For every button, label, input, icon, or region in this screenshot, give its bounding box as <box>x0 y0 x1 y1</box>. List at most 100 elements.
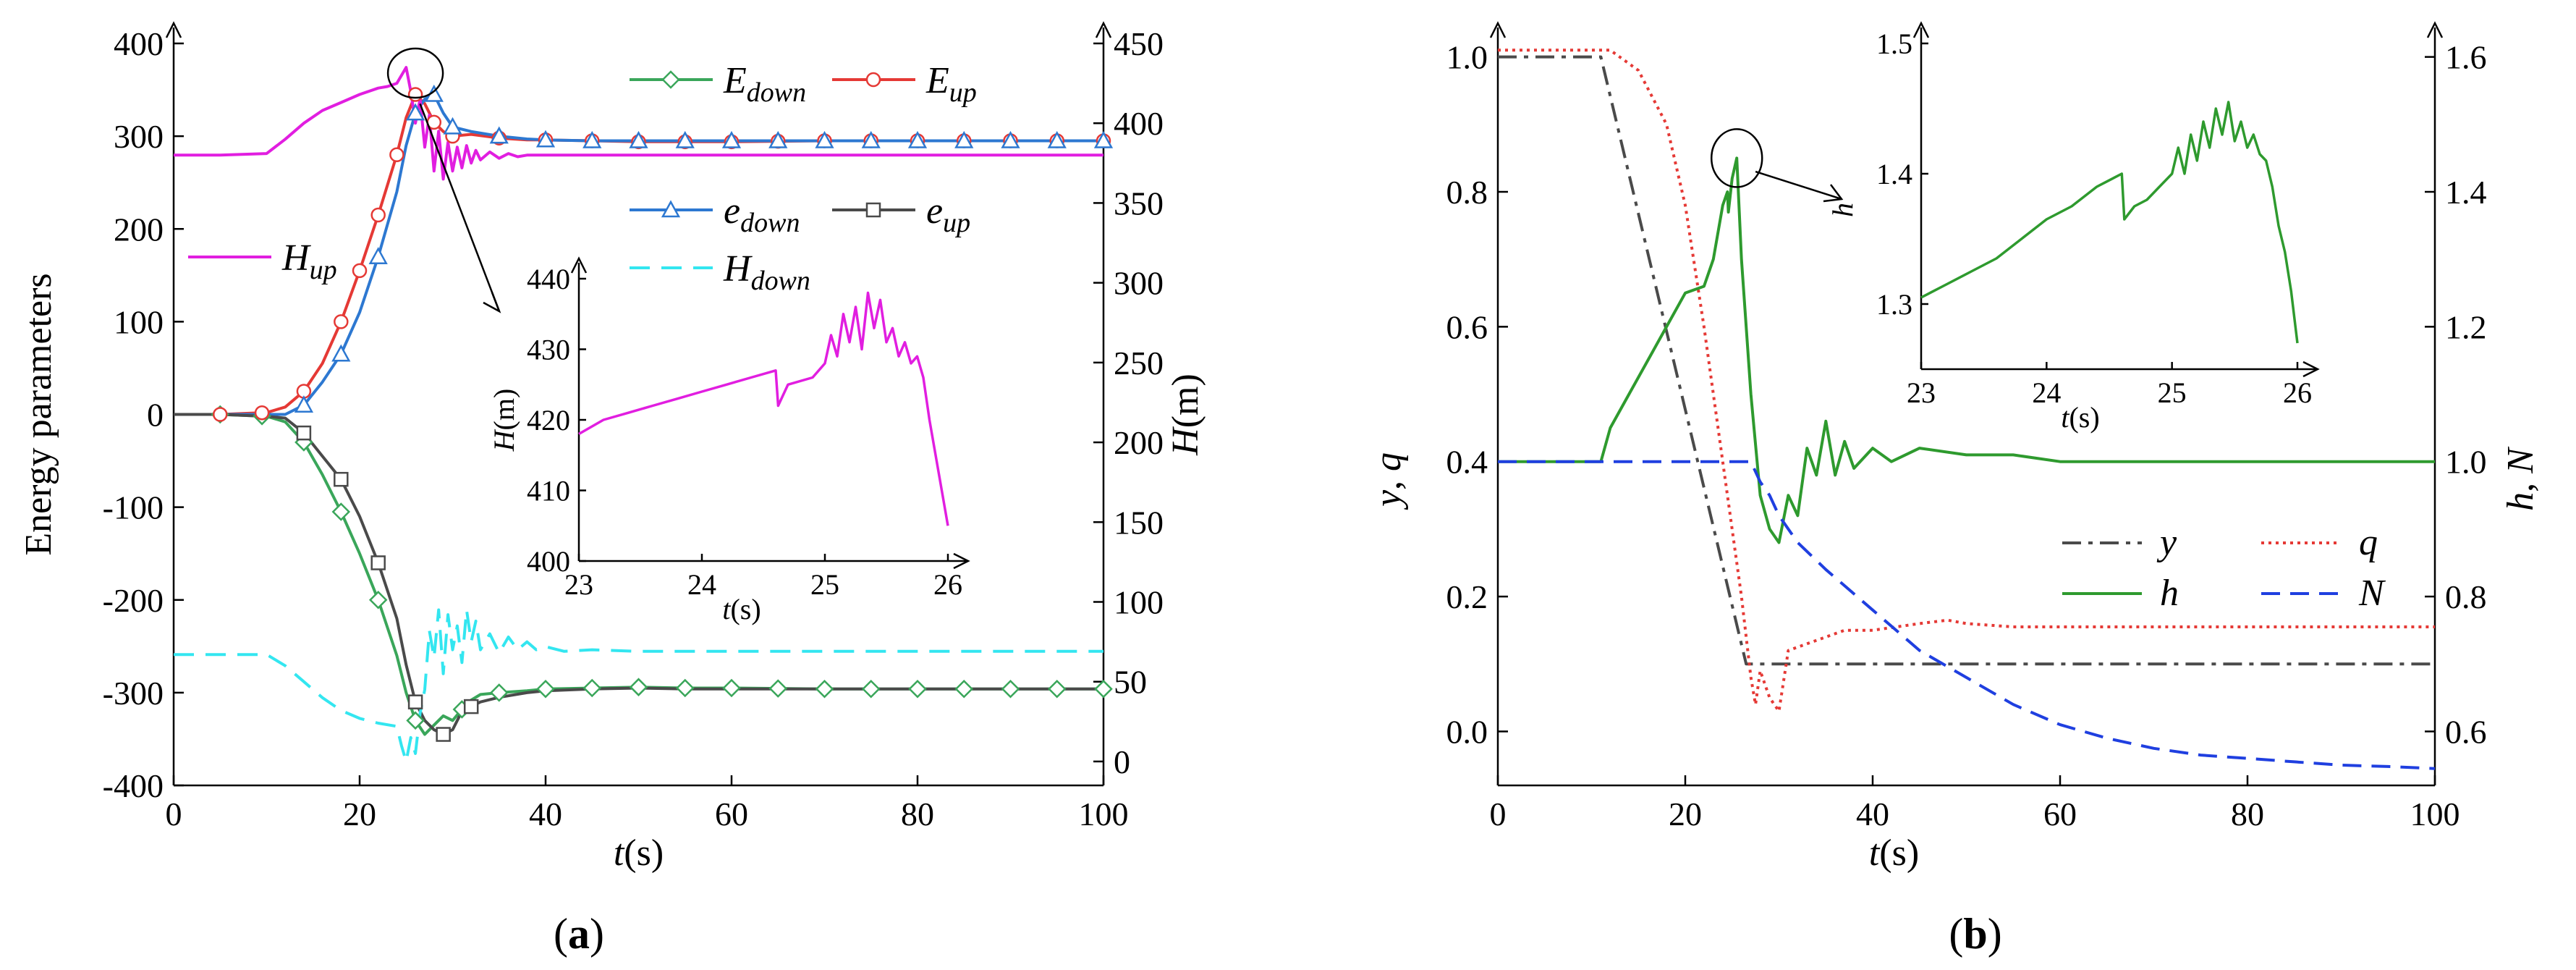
highlight-arrow <box>419 103 501 312</box>
y-tick-label: 0.8 <box>1446 174 1488 211</box>
inset-y-tick-label: 400 <box>527 545 570 578</box>
inset-y-tick-label: 1.3 <box>1876 288 1912 321</box>
series-line-h <box>1498 156 2435 544</box>
data-marker-e-down <box>582 678 602 698</box>
inset-x-tick-label: 23 <box>1907 376 1936 409</box>
inset-x-tick-label: 23 <box>564 568 593 601</box>
data-marker-e-down <box>1047 679 1067 699</box>
legend-label-e-up: Eup <box>925 60 977 108</box>
legend-label-base: e <box>724 190 740 232</box>
inset-b: 23 24 25 26 1.3 1.4 1.5 t(s) h <box>1826 21 2320 434</box>
data-marker-e-up <box>407 694 423 709</box>
legend-label-n: N <box>2358 573 2386 614</box>
y2-tick-label: 150 <box>1114 504 1164 541</box>
y2-axis-label-a: h <box>2500 492 2541 511</box>
inset-x-tick-label: 26 <box>2283 376 2312 409</box>
data-marker-e-down <box>1047 130 1067 148</box>
highlight-ellipse <box>386 47 444 99</box>
legend-label-text: h <box>2160 573 2179 614</box>
chart-a: 0 20 40 60 80 100 -400 -300 -200 -100 0 100 200 300 40… <box>18 21 1206 874</box>
data-marker-e-down <box>535 130 556 148</box>
y2-tick-label: 400 <box>1114 105 1164 142</box>
y-axis-label: Energy parameters <box>18 273 59 555</box>
data-marker-e-down <box>768 679 788 698</box>
legend-label-base: E <box>723 60 747 101</box>
y-tick-label: 400 <box>114 25 164 62</box>
x-axis-label-unit: (s) <box>1879 832 1919 874</box>
inset-y-label-var: h <box>1826 203 1859 217</box>
chart-b: 0 20 40 60 80 100 0.0 0.2 0.4 0.6 0.8 1.0 0.6 0.8 1.0 1… <box>1368 21 2541 874</box>
x-axis-label-var: t <box>614 832 625 874</box>
legend-label-sub: up <box>310 255 337 285</box>
legend-label-h-up: Hup <box>281 237 337 285</box>
y-axis-label-a: y <box>1368 489 1409 510</box>
y-tick-label: 0 <box>147 397 164 434</box>
y-tick-label: 300 <box>114 118 164 155</box>
y-axis-arrow <box>570 256 588 274</box>
legend-label-sub: down <box>747 77 806 108</box>
legend-label-sub: up <box>949 77 977 108</box>
x-tick-label: 80 <box>2231 796 2264 832</box>
data-marker-e-down <box>1094 679 1113 699</box>
y-tick-label: -300 <box>103 675 164 712</box>
legend-label-e-up: eup <box>926 190 970 238</box>
legend-label-h: h <box>2160 573 2179 614</box>
inset-y-tick-label: 410 <box>527 475 570 507</box>
inset-y-label-var: H <box>488 429 520 452</box>
highlight-ellipse <box>1710 128 1763 188</box>
data-marker-e-up <box>407 87 423 102</box>
legend-label-sub: down <box>751 266 810 296</box>
data-marker-e-down <box>721 130 742 148</box>
x-axis-label-unit: (s) <box>624 832 664 874</box>
data-marker-e-down <box>861 130 881 148</box>
inset-x-label-var: t <box>2061 401 2069 434</box>
inset-y-tick-label: 1.5 <box>1876 28 1912 60</box>
x-tick-label: 0 <box>1490 796 1507 832</box>
inset-y-tick-label: 440 <box>527 263 570 295</box>
data-marker-e-up <box>463 699 479 714</box>
legend-marker-e-down <box>661 70 680 89</box>
inset-y-tick-label: 1.4 <box>1876 158 1912 190</box>
x-tick-label: 60 <box>2043 796 2077 832</box>
x-tick-label: 40 <box>529 796 562 832</box>
data-marker-e-up <box>370 555 386 570</box>
y2-tick-label: 0.6 <box>2445 713 2487 750</box>
y2-tick-label: 100 <box>1114 584 1164 621</box>
legend-label-base: E <box>925 60 949 101</box>
data-marker-e-up <box>334 471 349 487</box>
y-axis-arrow <box>1489 21 1507 38</box>
x-tick-label: 0 <box>166 796 182 832</box>
x-axis-arrow <box>953 552 970 570</box>
panel-b-label: (b) <box>1949 910 2001 958</box>
x-axis-arrow <box>2302 360 2320 378</box>
x-tick-label: 20 <box>1669 796 1702 832</box>
y-tick-label: -200 <box>103 582 164 619</box>
inset-x-label-unit: (s) <box>2069 401 2099 434</box>
inset-x-tick-label: 26 <box>933 568 962 601</box>
data-marker-e-down <box>675 130 695 148</box>
y-axis-label-b: q <box>1368 452 1409 471</box>
legend-label-e-down: Edown <box>723 60 806 108</box>
data-marker-e-up <box>254 405 270 421</box>
y2-tick-label: 200 <box>1114 424 1164 461</box>
x-tick-label: 60 <box>715 796 748 832</box>
y-axis-label: y, q <box>1368 452 1409 510</box>
data-marker-e-down <box>629 678 648 696</box>
y-axis-label-sep: , <box>1368 471 1409 490</box>
data-marker-e-down <box>489 683 509 702</box>
legend-label-sub: up <box>943 208 970 238</box>
data-marker-e-up <box>296 425 312 441</box>
data-marker-e-down <box>536 679 555 699</box>
x-axis-label: t(s) <box>614 832 664 874</box>
y2-tick-label: 1.0 <box>2445 444 2487 481</box>
data-marker-e-down <box>768 130 788 148</box>
legend-marker-e-down <box>661 200 681 218</box>
inset-x-label: t(s) <box>722 593 760 625</box>
data-marker-e-down <box>908 679 927 699</box>
series-line-y <box>1498 55 2435 666</box>
inset-series-line <box>578 291 949 526</box>
data-marker-e-down <box>1093 130 1114 148</box>
data-marker-e-down <box>405 103 425 121</box>
y-tick-label: 1.0 <box>1446 39 1488 76</box>
